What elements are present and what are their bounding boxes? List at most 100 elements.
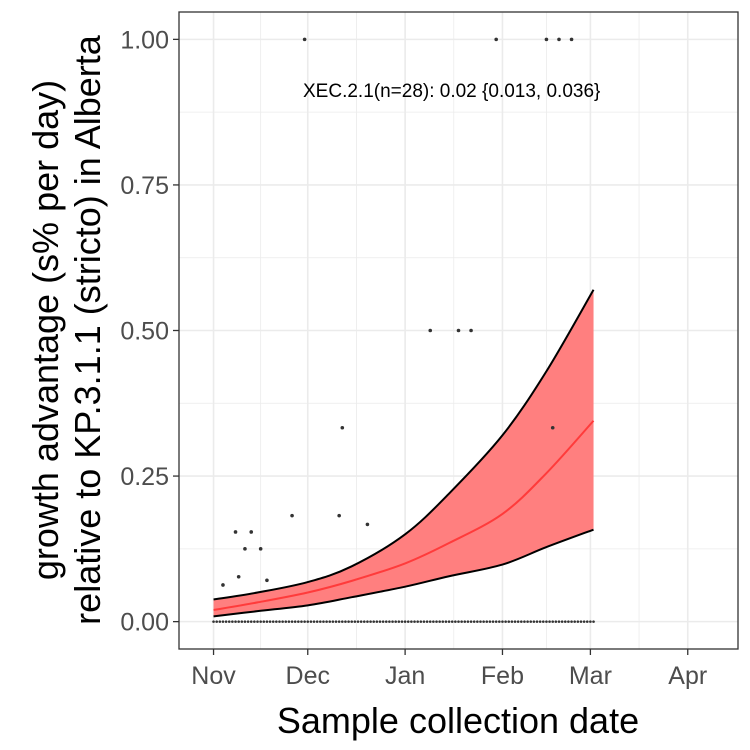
zero-data-point: [341, 620, 344, 623]
zero-data-point: [212, 620, 215, 623]
zero-data-point: [460, 620, 463, 623]
zero-data-point: [378, 620, 382, 623]
zero-data-point: [406, 620, 410, 623]
zero-data-point: [494, 620, 498, 623]
zero-data-point: [400, 620, 404, 623]
zero-data-point: [350, 620, 354, 623]
zero-data-point: [218, 620, 222, 623]
zero-data-point: [576, 620, 580, 623]
zero-data-point: [278, 620, 281, 623]
fit-line: [213, 420, 595, 611]
zero-data-point: [541, 620, 545, 623]
data-point: [243, 547, 247, 551]
y-tick-label: 0.25: [120, 463, 169, 491]
zero-data-point: [227, 620, 231, 623]
zero-data-point: [510, 620, 514, 623]
zero-data-point: [444, 620, 448, 623]
zero-data-point: [582, 620, 586, 623]
y-tick-label: 1.00: [120, 26, 169, 54]
data-point: [456, 328, 461, 333]
zero-data-point: [410, 620, 413, 623]
zero-data-point: [328, 620, 332, 623]
zero-data-point: [253, 620, 256, 623]
zero-data-point: [287, 620, 291, 623]
data-point: [340, 425, 345, 430]
zero-data-point: [319, 620, 322, 623]
zero-data-point: [271, 620, 275, 623]
zero-data-point: [297, 620, 300, 623]
x-tick-label: Nov: [191, 662, 236, 690]
annotation-text: XEC.2.1(n=28): 0.02 {0.013, 0.036}: [303, 81, 600, 102]
data-point: [569, 37, 574, 42]
zero-data-point: [551, 620, 555, 623]
x-tick-label: Feb: [481, 662, 524, 690]
zero-data-point: [362, 620, 366, 623]
zero-data-point: [482, 620, 485, 623]
zero-data-point: [234, 620, 237, 623]
zero-data-point: [507, 620, 511, 623]
zero-data-point: [454, 620, 457, 623]
zero-data-point: [447, 620, 451, 623]
data-point: [428, 328, 433, 333]
zero-data-point: [281, 620, 284, 623]
zero-data-point: [284, 620, 288, 623]
zero-data-point: [366, 620, 369, 623]
zero-data-point: [548, 620, 551, 623]
zero-data-point: [246, 620, 250, 623]
data-point: [233, 530, 238, 534]
zero-data-point: [538, 620, 542, 623]
data-point: [550, 425, 555, 430]
data-point: [236, 574, 241, 579]
zero-data-point: [293, 620, 297, 623]
zero-data-point: [479, 620, 482, 623]
zero-data-point: [425, 620, 429, 623]
data-point: [469, 328, 473, 333]
zero-data-point: [231, 620, 234, 623]
zero-data-point: [309, 620, 313, 623]
zero-data-point: [256, 620, 259, 623]
zero-data-point: [224, 620, 228, 623]
x-tick-label: Mar: [569, 662, 612, 690]
zero-data-point: [516, 620, 520, 623]
zero-data-point: [312, 620, 316, 623]
zero-data-point: [529, 620, 533, 623]
zero-data-point: [334, 620, 338, 623]
zero-data-point: [419, 620, 423, 623]
zero-data-point: [520, 620, 523, 623]
zero-data-point: [488, 620, 492, 623]
lower-bound-line: [213, 528, 594, 618]
zero-data-point: [501, 620, 504, 623]
x-tick-label: Apr: [668, 662, 707, 690]
zero-data-point: [523, 620, 526, 623]
zero-data-point: [262, 620, 266, 623]
y-axis-title-line-1: growth advantage (s% per day): [25, 80, 66, 580]
zero-data-point: [275, 620, 278, 623]
zero-data-point: [322, 620, 325, 623]
zero-data-point: [570, 620, 573, 623]
zero-data-point: [290, 620, 294, 623]
zero-data-point: [221, 620, 225, 623]
y-tick-label: 0.00: [120, 609, 169, 637]
zero-data-point: [567, 620, 570, 623]
zero-data-point: [381, 620, 385, 623]
zero-data-point: [388, 620, 391, 623]
zero-data-point: [315, 620, 319, 623]
zero-data-point: [526, 620, 529, 623]
data-point: [337, 513, 341, 518]
data-point: [365, 522, 370, 527]
zero-data-point: [428, 620, 432, 623]
zero-data-point: [469, 620, 473, 623]
zero-data-point: [472, 620, 476, 623]
zero-data-point: [476, 620, 479, 623]
zero-data-point: [265, 620, 269, 623]
zero-data-point: [303, 620, 306, 623]
grid-lines: [179, 12, 738, 649]
axis-ticks: Nov Dec Jan Feb Mar Apr 0.00 0.25 0.50 0.75 1.00: [120, 26, 707, 690]
data-point: [290, 513, 294, 518]
zero-data-point: [432, 620, 435, 623]
data-point: [557, 37, 561, 42]
zero-data-point: [259, 620, 262, 623]
zero-data-point: [466, 620, 470, 623]
